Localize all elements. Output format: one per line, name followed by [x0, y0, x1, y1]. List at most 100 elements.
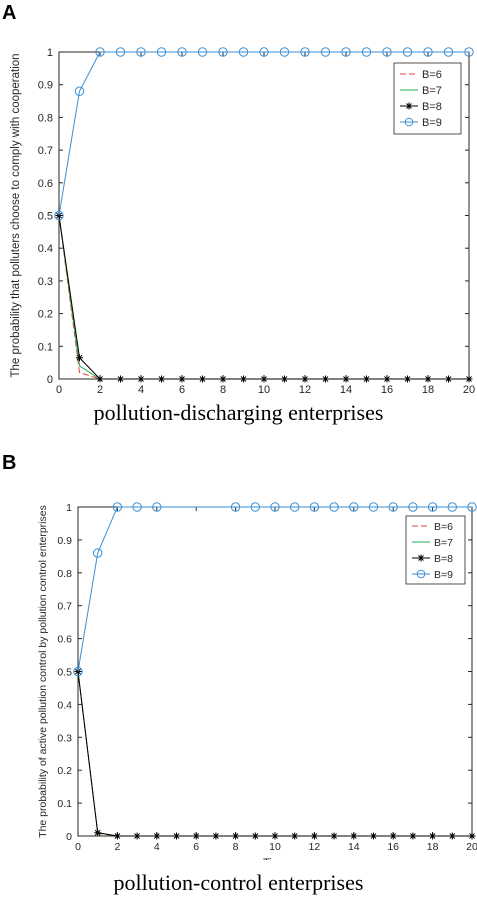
x-tick-label: 20: [463, 384, 475, 395]
data-point: [95, 47, 105, 57]
x-tick-label: 12: [299, 384, 311, 395]
chart-b: 0 2 4 6 8 10 12 14 16 18 20 0 0.1 0.2 0.3 0.4 0.5 0.6 0.7 0…: [37, 502, 477, 860]
y-tick-label: 0.6: [38, 178, 53, 190]
data-point: [270, 502, 280, 512]
data-point: [152, 502, 162, 512]
data-point: [423, 47, 433, 57]
x-tick-label: 14: [348, 841, 360, 853]
data-point: [388, 502, 398, 512]
legend-label: B=8: [434, 553, 453, 565]
y-tick-label: 0.9: [38, 80, 53, 92]
panel-letter-b: B: [2, 452, 17, 474]
data-point: [76, 354, 83, 362]
data-point: [445, 375, 452, 383]
legend-label: B=6: [434, 521, 453, 533]
series-line: [77, 506, 472, 672]
data-point: [368, 502, 379, 512]
series-line: [58, 51, 469, 216]
series-B=6: [58, 215, 469, 380]
y-tick-label: 0.5: [57, 667, 72, 679]
data-point: [350, 832, 358, 840]
y-tick-label: 0.8: [38, 112, 53, 124]
data-point: [389, 832, 397, 840]
series-B=7: [77, 671, 472, 837]
x-tick-label: 18: [427, 841, 439, 853]
data-point: [232, 832, 240, 840]
data-point: [136, 47, 146, 57]
y-tick-label: 1: [66, 502, 72, 514]
data-point: [230, 502, 241, 512]
y-tick-label: 0: [47, 374, 53, 386]
series-B=6: [77, 671, 472, 837]
x-tick-label: 0: [56, 384, 62, 395]
data-point: [137, 375, 145, 383]
data-point: [341, 47, 351, 57]
data-point: [447, 502, 457, 512]
y-axis-label: The probability of active pollution cont…: [37, 505, 49, 838]
data-point: [93, 548, 103, 558]
y-tick-label: 0.9: [57, 535, 72, 547]
x-tick-label: 8: [220, 384, 226, 395]
data-point: [448, 832, 456, 840]
y-tick-label: 0.4: [38, 243, 53, 255]
data-point: [465, 375, 473, 383]
data-point: [409, 832, 417, 840]
x-tick-label: 4: [138, 384, 144, 395]
series-B=9: [54, 47, 474, 221]
data-point: [199, 375, 206, 383]
data-point: [330, 832, 338, 840]
series-line: [58, 215, 469, 380]
data-point: [54, 210, 64, 221]
y-tick-label: 1: [47, 47, 53, 59]
y-tick-label: 0.5: [38, 211, 53, 223]
x-tick-label: 2: [97, 384, 103, 395]
data-point: [291, 832, 299, 840]
data-point: [322, 375, 329, 383]
x-tick-label: 6: [179, 384, 185, 395]
legend-label: B=7: [434, 537, 453, 549]
data-point: [408, 502, 418, 512]
data-point: [173, 832, 180, 840]
series-B=9: [73, 502, 477, 677]
legend-marker: [405, 102, 413, 110]
legend-label: B=6: [422, 69, 442, 81]
y-tick-label: 0.6: [57, 634, 72, 646]
data-point: [113, 832, 121, 840]
x-tick-label: 0: [75, 841, 81, 853]
data-point: [259, 47, 269, 57]
data-point: [363, 375, 370, 383]
data-point: [250, 502, 261, 512]
data-point: [382, 47, 392, 57]
x-tick-label: 10: [258, 384, 270, 395]
y-tick-label: 0.2: [57, 765, 72, 777]
series-line: [77, 671, 472, 837]
data-point: [290, 502, 300, 512]
x-tick-label: 20: [466, 841, 477, 853]
data-point: [320, 47, 331, 57]
y-tick-label: 0.7: [57, 601, 72, 613]
legend-box: [405, 515, 466, 585]
data-point: [260, 375, 268, 383]
chart-a: 0 2 4 6 8 10 12 14 16 18 20 0 0.1 0.2 0.3 0.4 0.5 0.6 0.7 0…: [10, 47, 475, 395]
data-point: [329, 502, 339, 512]
series-line: [58, 215, 469, 380]
data-point: [301, 375, 309, 383]
data-point: [464, 47, 474, 57]
data-point: [158, 375, 165, 383]
data-point: [251, 832, 259, 840]
series-B=8: [74, 668, 476, 840]
y-tick-label: 0.3: [57, 732, 72, 744]
y-tick-label: 0.3: [38, 276, 53, 288]
data-point: [443, 47, 454, 57]
x-tick-label: 10: [269, 841, 281, 853]
legend-label: B=9: [434, 569, 453, 581]
data-point: [115, 47, 126, 57]
panel-letter-a: A: [2, 2, 17, 24]
data-point: [238, 47, 249, 57]
x-tick-label: 14: [340, 384, 352, 395]
series-line: [77, 671, 472, 837]
series-B=7: [58, 215, 469, 380]
data-point: [427, 502, 438, 512]
x-tick-label: 2: [114, 841, 120, 853]
y-axis-label: The probability that polluters choose to…: [10, 53, 22, 377]
